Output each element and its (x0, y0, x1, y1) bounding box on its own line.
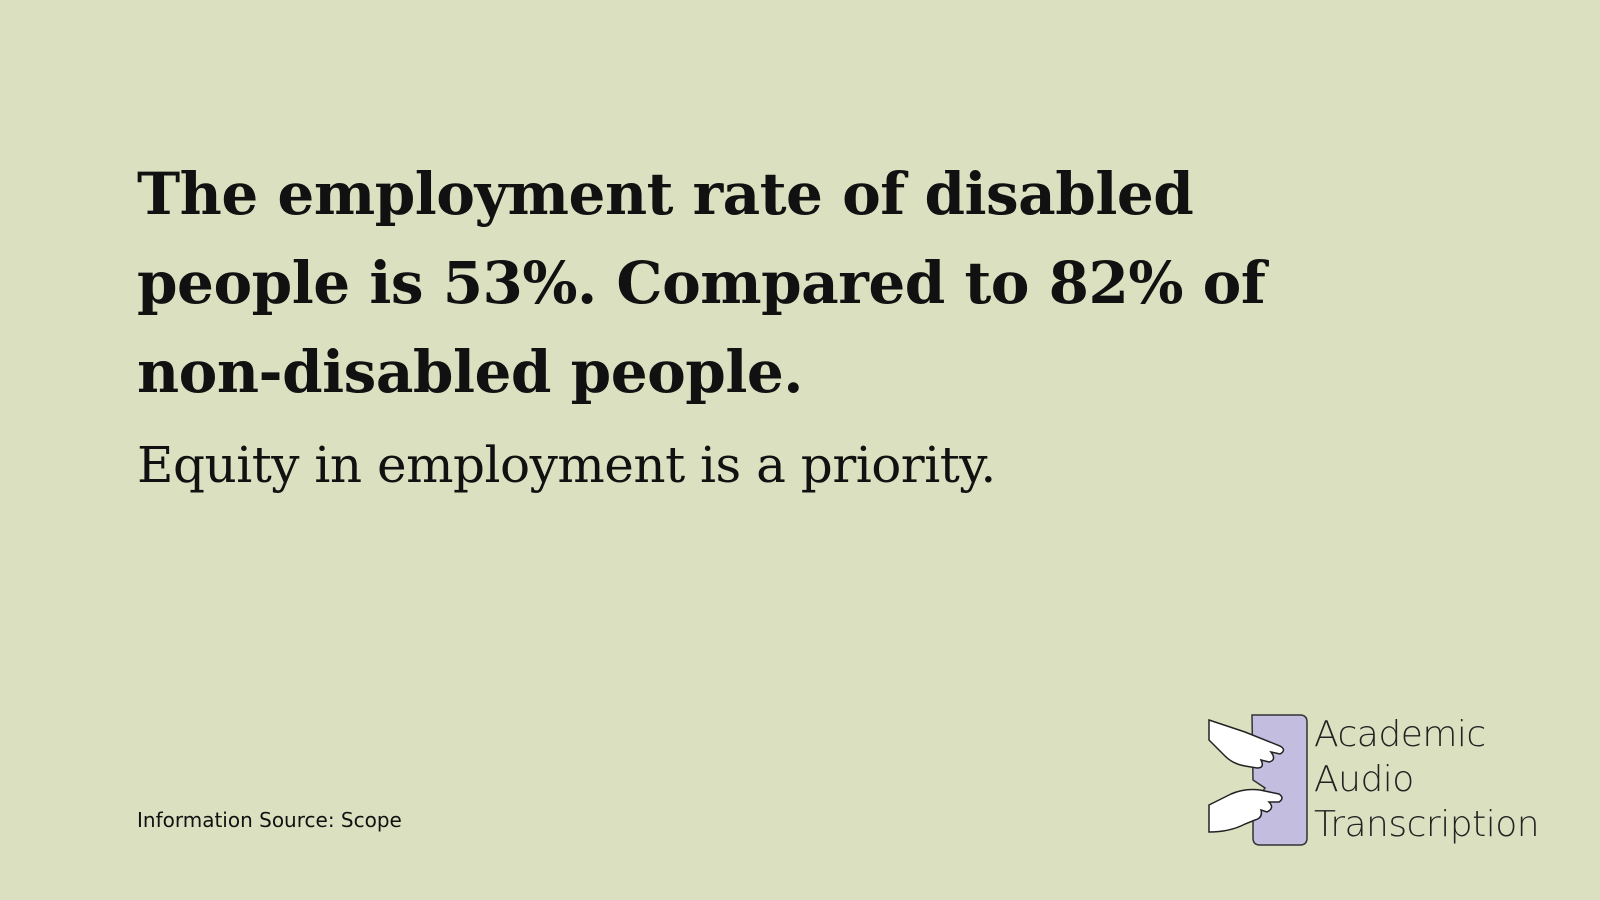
logo-line: Audio (1314, 759, 1414, 800)
logo-text: Academic Audio Transcription (1314, 712, 1540, 847)
source-note: Information Source: Scope (137, 808, 402, 832)
heading: The employment rate of disabled people i… (137, 160, 1266, 406)
subheading: Equity in employment is a priority. (137, 436, 996, 494)
logo-icon (1208, 714, 1308, 846)
logo-line: Academic (1314, 714, 1486, 755)
logo-line: Transcription (1314, 804, 1540, 845)
